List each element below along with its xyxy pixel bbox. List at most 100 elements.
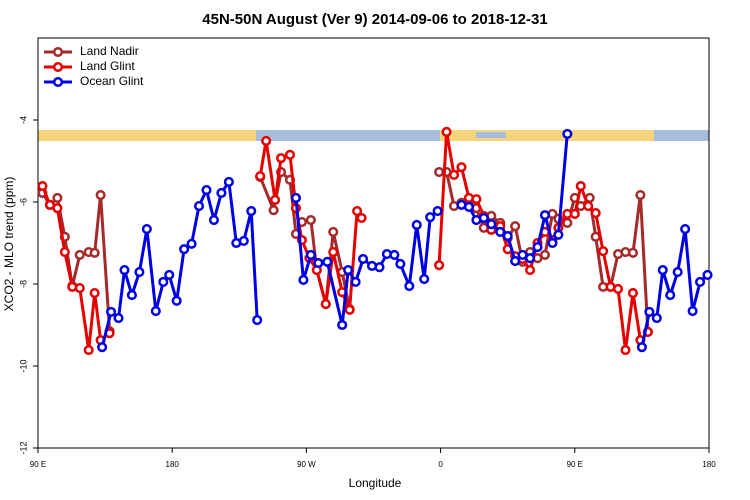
data-point <box>59 246 70 258</box>
data-point <box>89 287 100 299</box>
data-point <box>612 283 624 294</box>
data-point <box>246 205 257 217</box>
data-point <box>539 210 551 221</box>
y-tick-label: -10 <box>18 359 28 372</box>
data-point <box>150 306 161 317</box>
data-point <box>404 281 415 292</box>
data-point <box>106 306 117 317</box>
data-point <box>448 169 460 180</box>
x-axis-label: Longitude <box>349 476 402 490</box>
x-tick-label: 90 E <box>30 460 46 469</box>
legend-label: Land Nadir <box>80 44 139 58</box>
x-tick-label: 90 E <box>567 460 583 469</box>
data-point <box>305 249 316 260</box>
data-point <box>268 205 279 216</box>
data-point <box>419 274 430 285</box>
data-point <box>635 189 646 201</box>
data-point <box>672 267 683 278</box>
data-point <box>208 214 220 226</box>
data-point <box>502 230 513 242</box>
y-tick-label: -8 <box>18 280 28 288</box>
data-point <box>627 287 639 299</box>
data-point <box>510 221 521 232</box>
data-point <box>532 242 543 253</box>
data-point <box>74 249 85 260</box>
data-point <box>179 244 190 255</box>
data-point <box>343 265 354 276</box>
data-point <box>441 126 452 137</box>
x-tick-label: 180 <box>166 460 180 469</box>
legend-marker <box>52 46 64 58</box>
data-point <box>276 153 287 164</box>
data-point <box>562 128 573 139</box>
data-point <box>95 189 106 201</box>
x-tick-label: 90 W <box>297 460 316 469</box>
data-point <box>702 269 713 281</box>
data-point <box>134 267 145 278</box>
data-point <box>89 247 100 258</box>
data-point <box>113 312 124 324</box>
data-point <box>238 235 249 246</box>
data-point <box>425 212 436 223</box>
data-point <box>290 192 302 203</box>
data-point <box>620 344 631 356</box>
data-point <box>320 299 331 310</box>
x-tick-label: 180 <box>702 460 716 469</box>
data-point <box>356 212 367 224</box>
data-point <box>126 290 137 301</box>
chart-title: 45N-50N August (Ver 9) 2014-09-06 to 201… <box>202 11 547 28</box>
data-point <box>171 295 182 306</box>
data-point <box>687 306 698 317</box>
data-point <box>252 315 263 326</box>
data-point <box>52 203 63 214</box>
data-point <box>328 246 339 258</box>
data-point <box>350 276 361 288</box>
data-point <box>575 180 586 192</box>
data-point <box>510 255 521 267</box>
data-point <box>374 262 385 273</box>
data-point <box>562 217 573 228</box>
data-point <box>270 194 281 205</box>
data-point <box>456 162 467 173</box>
data-point <box>695 276 706 288</box>
data-point <box>680 224 691 235</box>
data-point <box>569 208 580 219</box>
data-point <box>344 304 355 315</box>
data-point <box>651 312 662 324</box>
data-point <box>284 149 296 160</box>
data-point <box>411 219 422 231</box>
data-point <box>553 229 564 240</box>
data-point <box>119 265 130 276</box>
data-point <box>395 258 406 269</box>
data-point <box>636 342 647 353</box>
data-point <box>590 208 601 219</box>
data-point <box>337 319 348 331</box>
legend-label: Land Glint <box>80 59 135 73</box>
data-point <box>223 176 234 187</box>
y-tick-label: -12 <box>18 441 28 454</box>
data-point <box>389 249 400 260</box>
data-point <box>495 226 506 237</box>
data-point <box>322 256 333 267</box>
data-point <box>352 205 363 217</box>
data-point <box>358 253 369 265</box>
data-point <box>486 219 497 230</box>
data-point <box>463 201 474 212</box>
data-point <box>598 246 609 257</box>
series-2 <box>97 128 713 353</box>
data-point <box>434 260 445 271</box>
data-point <box>627 247 639 258</box>
data-point <box>328 226 339 237</box>
data-point <box>471 194 482 205</box>
data-point <box>547 237 558 249</box>
data-point <box>305 214 316 226</box>
data-point <box>186 238 197 249</box>
data-point <box>37 180 48 192</box>
data-point <box>141 224 152 235</box>
data-point <box>657 265 668 276</box>
legend-marker <box>52 61 64 73</box>
data-point <box>255 171 266 182</box>
y-tick-label: -4 <box>18 116 28 124</box>
data-point <box>298 274 309 285</box>
